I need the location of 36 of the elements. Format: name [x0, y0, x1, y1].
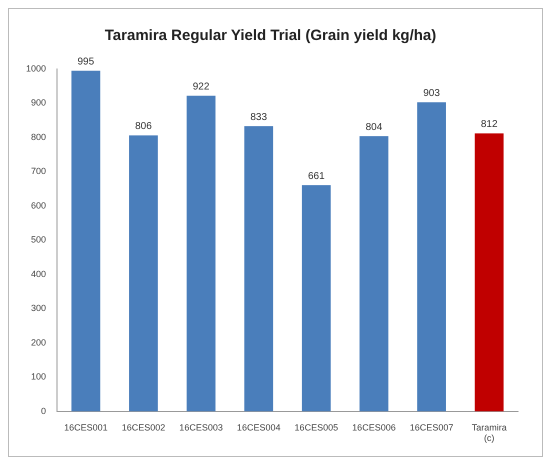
y-tick-label: 100	[30, 372, 46, 382]
y-tick-label: 300	[30, 303, 46, 314]
bar	[360, 136, 388, 412]
bar	[244, 126, 274, 412]
data-label: 833	[250, 112, 268, 123]
x-tick-label: 16CES006	[352, 422, 396, 432]
data-label: 804	[366, 122, 383, 133]
bar	[302, 185, 331, 412]
y-tick-label: 800	[30, 132, 46, 142]
data-label: 661	[308, 170, 326, 182]
x-tick-label: Taramira (c)	[472, 422, 507, 444]
data-label: 806	[135, 121, 152, 132]
data-label: 903	[423, 88, 440, 99]
x-tick-label: 16CES003	[179, 422, 223, 432]
data-label: 922	[192, 81, 210, 92]
x-tick-label: 16CES007	[410, 422, 454, 432]
bar	[71, 70, 100, 412]
chart-title: Taramira Regular Yield Trial (Grain yield kg/ha)	[104, 27, 436, 44]
bar	[417, 102, 446, 412]
y-tick-label: 200	[30, 337, 46, 348]
y-tick-label: 500	[30, 234, 46, 245]
y-tick-label: 400	[30, 268, 46, 279]
x-tick-label: 16CES001	[64, 422, 108, 432]
x-tick-label: 16CES002	[122, 422, 166, 432]
y-tick-label: 600	[30, 200, 46, 210]
y-tick-label: 0	[41, 406, 46, 416]
y-tick-label: 1000	[26, 63, 46, 74]
bar	[186, 96, 216, 412]
y-tick-label: 700	[30, 166, 46, 176]
y-tick-label: 900	[30, 98, 46, 108]
data-label: 995	[77, 56, 95, 68]
data-label: 812	[480, 119, 498, 130]
x-tick-label: 16CES005	[294, 422, 338, 432]
bar	[129, 135, 158, 412]
bar	[474, 133, 504, 412]
x-tick-label: 16CES004	[236, 422, 280, 432]
